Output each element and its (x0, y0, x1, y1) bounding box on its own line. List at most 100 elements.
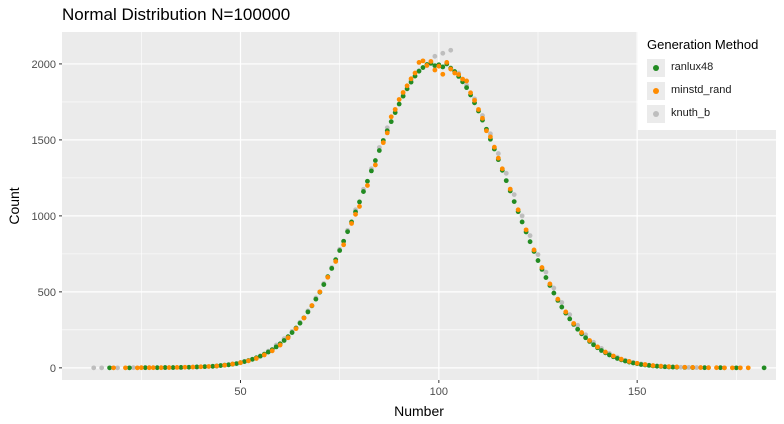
point-minstd-rand (690, 364, 696, 370)
point-knuth-b (511, 192, 517, 198)
point-minstd-rand (309, 303, 315, 308)
legend-dot-ranlux48 (653, 65, 659, 71)
point-minstd-rand (317, 289, 323, 295)
point-ranlux48 (511, 199, 517, 204)
point-ranlux48 (535, 258, 541, 263)
point-minstd-rand (277, 342, 283, 348)
point-minstd-rand (650, 363, 656, 368)
point-ranlux48 (257, 353, 263, 359)
point-knuth-b (527, 233, 533, 239)
point-minstd-rand (353, 211, 358, 217)
point-minstd-rand (174, 364, 180, 370)
point-minstd-rand (365, 183, 370, 188)
point-ranlux48 (702, 365, 707, 371)
point-minstd-rand (214, 363, 220, 369)
point-ranlux48 (372, 158, 378, 163)
point-minstd-rand (412, 70, 418, 76)
point-minstd-rand (706, 365, 711, 371)
point-minstd-rand (468, 90, 473, 96)
point-minstd-rand (440, 71, 446, 77)
data-points (91, 47, 767, 371)
point-ranlux48 (567, 316, 573, 322)
point-minstd-rand (400, 90, 406, 95)
point-minstd-rand (456, 72, 462, 77)
point-minstd-rand (571, 321, 577, 326)
point-ranlux48 (265, 349, 271, 355)
point-minstd-rand (642, 362, 648, 367)
point-ranlux48 (733, 365, 739, 371)
legend-label: knuth_b (671, 107, 711, 119)
point-minstd-rand (547, 281, 553, 287)
point-minstd-rand (238, 360, 243, 366)
legend-item-ranlux48: ranlux48 (647, 59, 772, 79)
point-minstd-rand (123, 365, 128, 371)
point-ranlux48 (575, 326, 581, 332)
legend-label: minstd_rand (671, 84, 732, 96)
point-minstd-rand (388, 114, 394, 120)
point-ranlux48 (226, 362, 232, 368)
point-minstd-rand (448, 66, 454, 72)
point-minstd-rand (166, 365, 172, 370)
legend-key (647, 105, 665, 123)
point-ranlux48 (400, 93, 406, 99)
point-minstd-rand (111, 365, 116, 371)
point-ranlux48 (321, 282, 327, 287)
point-ranlux48 (162, 365, 168, 370)
point-minstd-rand (729, 365, 735, 371)
point-minstd-rand (432, 67, 438, 73)
point-minstd-rand (444, 59, 450, 65)
point-minstd-rand (634, 360, 640, 366)
point-minstd-rand (134, 365, 140, 371)
point-ranlux48 (218, 363, 224, 368)
point-knuth-b (131, 365, 136, 371)
point-ranlux48 (376, 148, 382, 153)
point-ranlux48 (607, 352, 612, 358)
y-tick-label: 1000 (32, 211, 56, 223)
point-ranlux48 (583, 335, 588, 341)
point-knuth-b (559, 300, 565, 305)
point-knuth-b (432, 53, 438, 59)
point-knuth-b (551, 285, 557, 291)
point-minstd-rand (587, 338, 592, 343)
point-minstd-rand (384, 130, 390, 136)
point-minstd-rand (499, 166, 505, 172)
point-ranlux48 (670, 364, 676, 370)
point-minstd-rand (563, 309, 569, 315)
point-ranlux48 (630, 360, 636, 366)
point-minstd-rand (261, 352, 267, 358)
point-ranlux48 (345, 229, 350, 235)
point-ranlux48 (194, 364, 200, 370)
point-minstd-rand (610, 353, 616, 359)
point-ranlux48 (519, 219, 525, 225)
point-minstd-rand (198, 364, 204, 370)
point-minstd-rand (349, 221, 354, 226)
point-minstd-rand (206, 364, 212, 369)
point-knuth-b (694, 365, 700, 370)
point-ranlux48 (464, 85, 469, 91)
point-minstd-rand (222, 362, 228, 368)
point-knuth-b (115, 365, 120, 371)
point-minstd-rand (603, 349, 608, 355)
point-ranlux48 (234, 361, 239, 366)
point-ranlux48 (388, 119, 394, 125)
point-minstd-rand (523, 227, 529, 233)
legend-key (647, 82, 665, 100)
point-ranlux48 (127, 365, 132, 371)
point-minstd-rand (392, 107, 398, 112)
point-ranlux48 (662, 364, 668, 370)
point-ranlux48 (622, 358, 628, 364)
point-ranlux48 (527, 239, 533, 245)
legend: Generation Method ranlux48 minstd_rand k… (638, 32, 776, 130)
point-minstd-rand (285, 335, 291, 341)
point-minstd-rand (380, 140, 386, 146)
point-ranlux48 (250, 356, 255, 362)
point-minstd-rand (555, 296, 561, 302)
point-ranlux48 (210, 363, 216, 369)
point-ranlux48 (273, 344, 279, 350)
point-ranlux48 (365, 178, 370, 184)
point-minstd-rand (408, 76, 414, 82)
point-knuth-b (543, 269, 549, 275)
point-ranlux48 (551, 290, 557, 296)
point-minstd-rand (579, 330, 585, 335)
